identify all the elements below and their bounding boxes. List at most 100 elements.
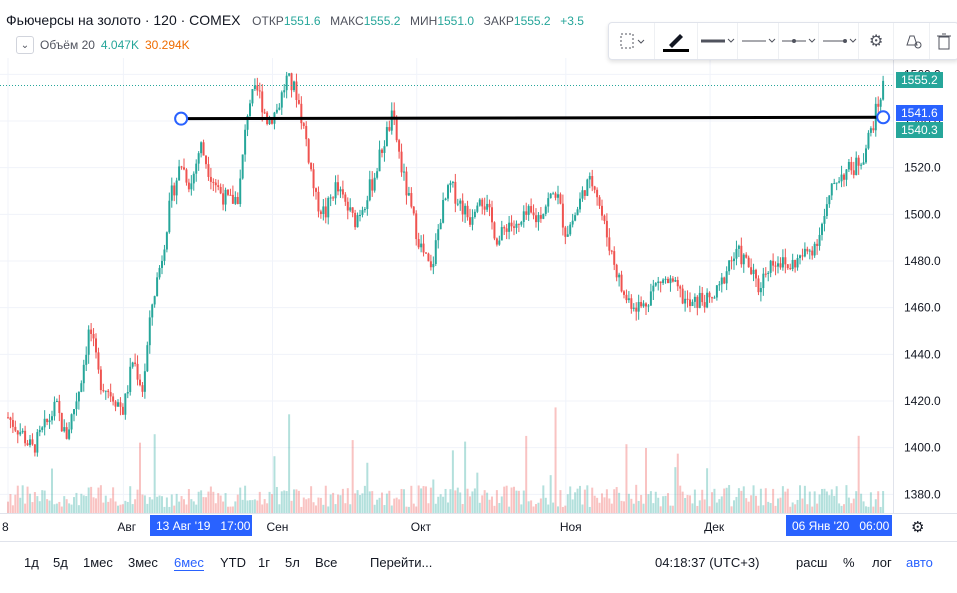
pencil-icon[interactable] (655, 23, 698, 59)
volume-bar (261, 504, 264, 513)
scale-option-3[interactable]: авто (906, 555, 933, 570)
gear-icon[interactable]: ⚙ (911, 519, 925, 536)
candle-body (503, 227, 506, 229)
volume-bar (163, 506, 166, 513)
candle-body (669, 278, 672, 284)
volume-bar (388, 490, 391, 513)
candle-body (515, 223, 518, 228)
volume-bars (7, 407, 885, 513)
volume-bar (395, 497, 398, 513)
gear-icon[interactable]: ⚙ (859, 23, 894, 59)
time-tick-label: Ноя (559, 520, 582, 534)
candle-body (212, 181, 215, 183)
volume-bar (371, 491, 374, 513)
candle-body (368, 179, 371, 201)
volume-bar (840, 505, 843, 513)
candle-body (393, 110, 396, 118)
volume-bar (698, 500, 701, 513)
scale-option-2[interactable]: лог (872, 555, 892, 570)
candle-body (383, 146, 386, 153)
scale-option-1[interactable]: % (843, 555, 855, 570)
symbol-header: Фьючерсы на золото · 120 · COMEX ОТКР155… (6, 12, 590, 28)
volume-bar (383, 505, 386, 513)
candle-body (385, 127, 388, 147)
candle-body (395, 117, 398, 141)
candle-body (85, 354, 88, 365)
timeframe-8[interactable]: Все (315, 555, 338, 570)
volume-bar (359, 495, 361, 513)
timeframe-4[interactable]: 6мес (174, 555, 204, 571)
alert-icon[interactable] (894, 23, 931, 59)
timeframe-7[interactable]: 5л (285, 555, 300, 570)
candle-body (222, 193, 225, 205)
selection-icon[interactable] (609, 23, 656, 59)
time-axis[interactable]: 8 Авг Сен Окт Ноя Дек 13 Авг '19 17:00 06 Янв… (0, 513, 957, 542)
volume-bar (24, 503, 27, 513)
candle-body (261, 91, 264, 113)
volume-bar (498, 503, 501, 513)
candle-body (38, 429, 41, 433)
candle-body (307, 139, 310, 163)
volume-bar (459, 492, 462, 513)
timeframe-2[interactable]: 1мес (83, 555, 113, 570)
timeframe-6[interactable]: 1г (258, 555, 270, 570)
candle-body (759, 288, 762, 293)
volume-bar (178, 501, 181, 513)
symbol-title[interactable]: Фьючерсы на золото · 120 · COMEX (6, 12, 241, 28)
candle-body (559, 194, 562, 204)
volume-bar (535, 504, 537, 513)
candle-body (877, 103, 880, 107)
clock[interactable]: 04:18:37 (UTC+3) (655, 555, 760, 570)
candle-body (569, 224, 572, 235)
candle-body (659, 281, 662, 284)
trash-icon[interactable] (930, 23, 957, 59)
candle-body (823, 215, 826, 224)
volume-bar (109, 498, 112, 513)
candle-body (671, 278, 674, 282)
candle-body (530, 206, 533, 213)
volume-bar (720, 496, 723, 513)
volume-bar (187, 489, 190, 513)
price-axis[interactable]: 1380.0 1400.0 1420.0 1440.0 1460.0 1480.0 1500… (893, 58, 957, 513)
volume-bar (664, 495, 667, 513)
line-end-icon[interactable] (779, 23, 819, 59)
candle-body (70, 414, 73, 430)
candle-body (686, 298, 689, 300)
line-style-icon[interactable] (738, 23, 779, 59)
candle-body (437, 229, 440, 241)
volume-bar (693, 489, 696, 513)
candle-body (258, 90, 261, 92)
volume-bar (207, 491, 210, 513)
candle-body (456, 203, 459, 205)
goto-button[interactable]: Перейти... (370, 555, 433, 570)
candle-body (664, 278, 667, 280)
volume-bar (117, 505, 119, 513)
volume-bar (319, 497, 322, 513)
candle-body (131, 362, 134, 367)
candle-body (513, 226, 515, 228)
candle-body (73, 409, 75, 415)
timeframe-5[interactable]: YTD (220, 555, 246, 570)
timeframe-1[interactable]: 5д (53, 555, 68, 570)
high-label: МАКС (330, 14, 364, 28)
price-chart[interactable] (0, 58, 893, 513)
candle-body (371, 179, 374, 191)
candle-body (209, 176, 212, 182)
volume-bar (718, 499, 721, 513)
chevron-down-icon[interactable]: ⌄ (16, 36, 34, 54)
candle-body (244, 129, 247, 155)
scale-option-0[interactable]: расш (796, 555, 828, 570)
line-width-icon[interactable] (698, 23, 739, 59)
candle-body (107, 390, 110, 393)
volume-bar (759, 488, 762, 513)
timeframe-3[interactable]: 3мес (128, 555, 158, 570)
volume-bar (647, 494, 650, 513)
volume-bar (623, 501, 625, 513)
volume-bar (561, 506, 564, 513)
volume-bar (290, 500, 293, 513)
volume-bar (175, 493, 178, 513)
volume-bar (874, 499, 877, 513)
line-arrow-icon[interactable] (819, 23, 860, 59)
volume-bar (517, 490, 520, 513)
timeframe-0[interactable]: 1д (24, 555, 39, 570)
